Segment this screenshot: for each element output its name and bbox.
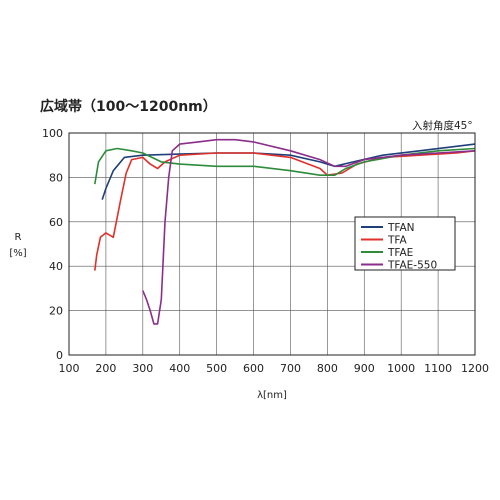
series-line-tfae-550 [142, 138, 476, 325]
x-axis-label: λ[nm] [257, 390, 287, 401]
x-tick-label: 900 [354, 362, 375, 375]
legend-label-tfae-550: TFAE-550 [387, 260, 437, 272]
y-tick-label: 80 [49, 171, 63, 184]
chart-subtitle: 入射角度45° [412, 120, 473, 132]
legend-label-tfae: TFAE [387, 247, 413, 259]
legend-box [354, 216, 456, 271]
y-tick-label: 0 [56, 349, 63, 362]
x-tick-label: 600 [243, 362, 264, 375]
y-tick-label: 20 [49, 305, 63, 318]
tick-labels: 100 200 300 400 500 600 700 800 900 1000 1100 1200 0… [42, 127, 489, 375]
y-tick-label: 100 [42, 127, 63, 140]
x-tick-label: 700 [280, 362, 301, 375]
series-line-tfan [101, 143, 476, 200]
series-line-tfae [94, 147, 476, 185]
x-tick-label: 1200 [461, 362, 489, 375]
y-axis-label: R [15, 232, 22, 243]
x-tick-label: 500 [206, 362, 227, 375]
y-tick-label: 40 [49, 260, 63, 273]
x-tick-label: 300 [132, 362, 153, 375]
y-axis-unit: [%] [9, 248, 26, 259]
y-tick-label: 60 [49, 216, 63, 229]
x-tick-label: 800 [317, 362, 338, 375]
chart-title: 広域帯（100～1200nm） [40, 99, 217, 115]
x-tick-label: 1000 [387, 362, 415, 375]
legend-label-tfan: TFAN [387, 222, 415, 234]
x-tick-label: 100 [59, 362, 80, 375]
legend-label-tfa: TFA [387, 235, 407, 247]
x-tick-label: 400 [169, 362, 190, 375]
plot-border [68, 132, 476, 356]
x-tick-label: 200 [95, 362, 116, 375]
chart-series-group [94, 138, 476, 325]
x-tick-label: 1100 [424, 362, 452, 375]
